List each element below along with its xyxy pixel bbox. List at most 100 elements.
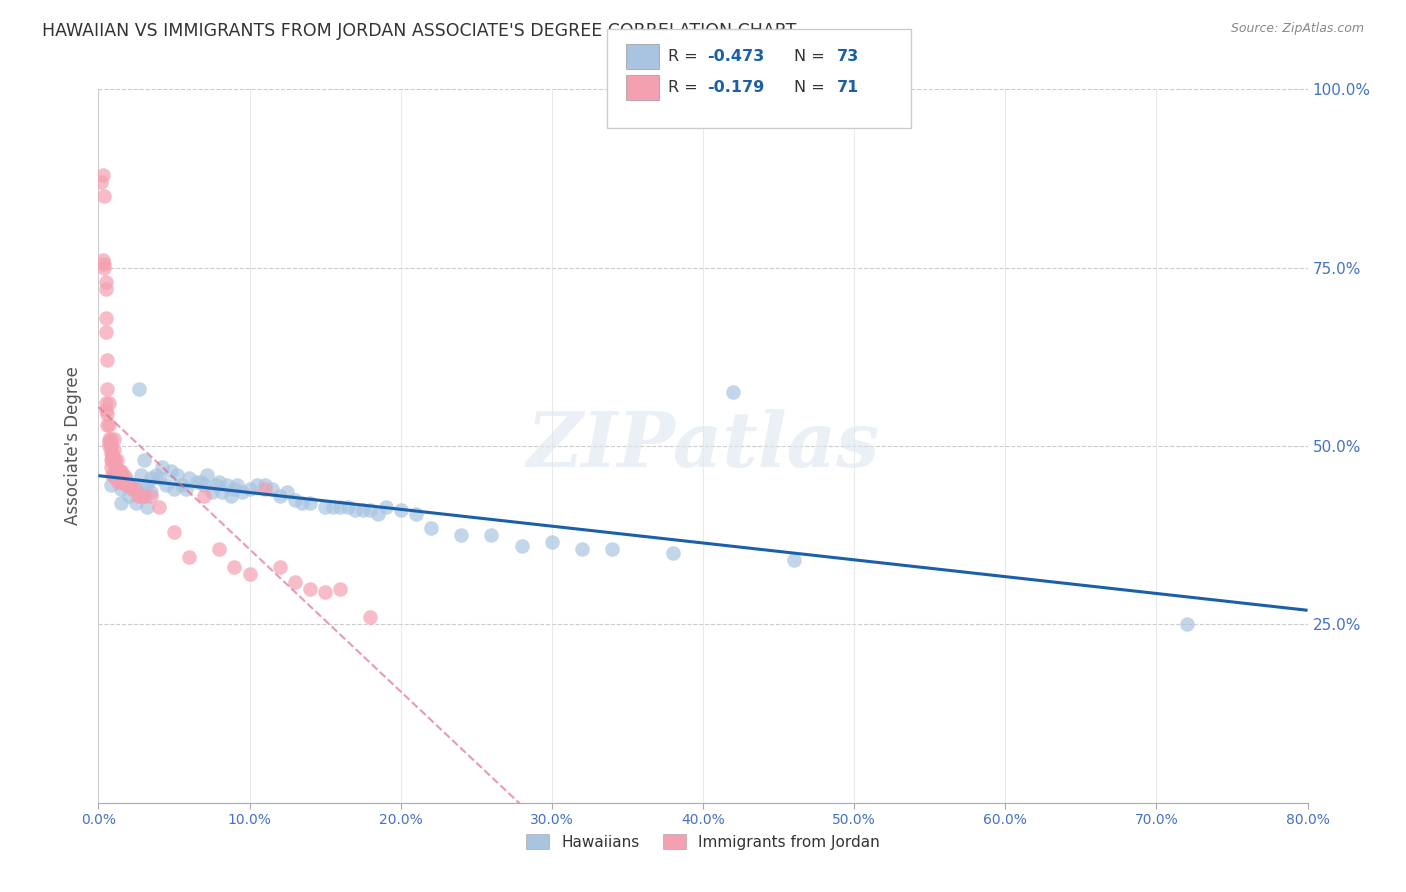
Point (110, 475, 132, 489)
Point (110, 496, 132, 510)
Point (420, 521, 443, 535)
Point (1175, 617, 1198, 632)
Point (103, 432, 125, 446)
Point (374, 500, 396, 514)
Point (93, 257, 115, 271)
Point (94, 282, 117, 296)
Text: 73: 73 (837, 49, 859, 63)
Point (205, 478, 228, 492)
Point (510, 539, 533, 553)
Point (299, 496, 322, 510)
Point (224, 560, 246, 574)
Point (208, 542, 231, 557)
Text: R =: R = (668, 80, 703, 95)
Point (121, 478, 143, 492)
Point (105, 462, 128, 476)
Point (132, 453, 155, 467)
Point (118, 478, 141, 492)
Point (661, 546, 683, 560)
Point (98, 432, 121, 446)
Point (174, 482, 197, 496)
Point (155, 478, 177, 492)
Point (100, 446, 122, 460)
Point (114, 478, 136, 492)
Point (163, 524, 186, 539)
Point (166, 467, 188, 482)
Point (91, 253, 114, 268)
Point (105, 453, 128, 467)
Point (104, 471, 127, 485)
Point (179, 471, 201, 485)
Point (127, 489, 149, 503)
Point (118, 478, 141, 492)
Point (148, 471, 170, 485)
Point (114, 471, 136, 485)
Point (132, 489, 155, 503)
Text: -0.179: -0.179 (707, 80, 765, 95)
Point (481, 528, 503, 542)
Point (193, 489, 215, 503)
Point (141, 485, 163, 500)
Text: R =: R = (668, 49, 703, 63)
Point (389, 503, 412, 517)
Point (98, 439, 121, 453)
Point (132, 489, 155, 503)
Point (100, 460, 122, 475)
Point (571, 542, 593, 557)
Point (91, 168, 114, 182)
Point (284, 574, 307, 589)
Point (253, 478, 276, 492)
Point (211, 485, 233, 500)
Point (94, 396, 117, 410)
Point (269, 560, 291, 574)
Point (135, 500, 157, 514)
Legend: Hawaiians, Immigrants from Jordan: Hawaiians, Immigrants from Jordan (520, 828, 886, 855)
Point (783, 553, 806, 567)
Point (93, 260, 115, 275)
Point (141, 471, 163, 485)
Point (104, 453, 127, 467)
Point (239, 567, 262, 582)
Point (367, 507, 389, 521)
Point (723, 385, 745, 400)
Point (125, 496, 148, 510)
Point (98, 417, 121, 432)
Point (132, 478, 155, 492)
Point (94, 310, 117, 325)
Point (129, 467, 152, 482)
Point (360, 503, 382, 517)
Point (98, 435, 121, 450)
Point (118, 489, 141, 503)
Point (145, 467, 167, 482)
Point (170, 478, 193, 492)
Point (231, 485, 253, 500)
Point (540, 535, 562, 549)
Point (141, 489, 163, 503)
Point (94, 275, 117, 289)
Point (201, 485, 224, 500)
Point (135, 478, 157, 492)
Point (148, 500, 170, 514)
Point (239, 482, 262, 496)
Point (112, 467, 135, 482)
Point (163, 482, 186, 496)
Point (291, 496, 314, 510)
Y-axis label: Associate's Degree: Associate's Degree (65, 367, 83, 525)
Point (299, 582, 322, 596)
Point (110, 464, 132, 478)
Point (284, 492, 307, 507)
Point (246, 478, 269, 492)
Point (405, 507, 427, 521)
Point (108, 464, 131, 478)
Text: N =: N = (794, 49, 831, 63)
Point (96, 407, 118, 421)
Point (90, 175, 112, 189)
Point (115, 475, 138, 489)
Point (100, 453, 122, 467)
Text: Source: ZipAtlas.com: Source: ZipAtlas.com (1230, 22, 1364, 36)
Point (107, 464, 129, 478)
Point (103, 453, 125, 467)
Point (314, 585, 336, 599)
Point (124, 482, 146, 496)
Point (96, 353, 118, 368)
